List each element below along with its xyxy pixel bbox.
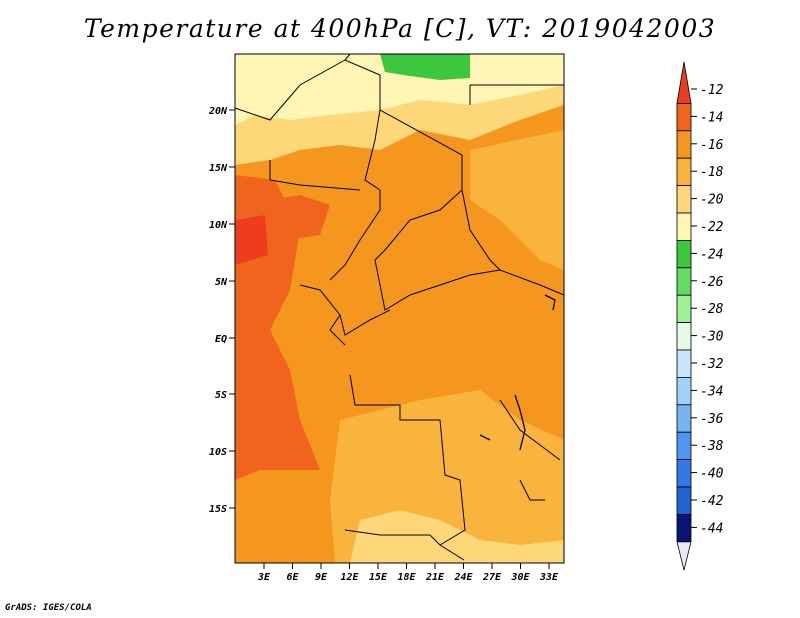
warm-patch-north-1 bbox=[270, 195, 330, 240]
colorbar-label: -26 bbox=[700, 275, 724, 290]
colorbar-label: -12 bbox=[700, 83, 724, 98]
lat-tick-label: 15S bbox=[209, 504, 227, 515]
colorbar-label: -30 bbox=[700, 330, 724, 345]
warm-patch-north-2 bbox=[235, 215, 268, 265]
lon-tick-label: 27E bbox=[482, 572, 502, 583]
colorbar-label: -38 bbox=[700, 439, 724, 454]
colorbar-label: -40 bbox=[700, 467, 724, 482]
temperature-field bbox=[235, 54, 564, 563]
colorbar-swatch bbox=[676, 130, 692, 159]
cold-patch-green bbox=[380, 54, 470, 80]
colorbar-label: -18 bbox=[700, 165, 724, 180]
colorbar-swatch bbox=[676, 376, 692, 406]
lon-tick-label: 6E bbox=[286, 572, 299, 583]
lat-tick-label: 5S bbox=[215, 390, 227, 401]
colorbar-label: -36 bbox=[700, 412, 724, 427]
colorbar-bottom-arrow bbox=[676, 541, 692, 571]
colorbar-swatch bbox=[676, 103, 692, 132]
colorbar-label: -34 bbox=[700, 384, 723, 399]
colorbar-label: -22 bbox=[700, 220, 724, 235]
lon-tick-label: 33E bbox=[539, 572, 559, 583]
colorbar-label: -44 bbox=[700, 521, 723, 536]
colorbar-label: -20 bbox=[700, 193, 724, 208]
colorbar-swatch bbox=[676, 349, 692, 378]
colorbar-swatch bbox=[676, 157, 692, 186]
lon-tick-label: 18E bbox=[397, 572, 416, 583]
lat-tick-label: 10N bbox=[209, 220, 228, 231]
lon-tick-label: 24E bbox=[453, 572, 473, 583]
lon-tick-label: 30E bbox=[510, 572, 530, 583]
lon-tick-label: 15E bbox=[369, 572, 388, 583]
country-borders bbox=[234, 53, 565, 561]
lakes bbox=[479, 294, 556, 451]
colorbar-swatch bbox=[676, 267, 692, 296]
lon-tick-label: 21E bbox=[425, 572, 445, 583]
colorbar-swatch bbox=[676, 185, 692, 214]
colorbar-label: -24 bbox=[700, 247, 723, 262]
latitude-axis: 20N 15N 10N 5N EQ 5S 10S 15S bbox=[208, 106, 235, 515]
colorbar-label: -16 bbox=[700, 138, 724, 153]
colorbar-swatch bbox=[676, 514, 692, 543]
cool-band-north-pale bbox=[235, 54, 564, 125]
lon-tick-label: 9E bbox=[315, 572, 328, 583]
colorbar-label: -32 bbox=[700, 357, 724, 372]
colorbar-swatch bbox=[676, 212, 692, 241]
lat-tick-label: EQ bbox=[215, 334, 227, 345]
colorbar-swatches bbox=[676, 61, 692, 571]
colorbar-swatch bbox=[676, 239, 692, 269]
map-title: Temperature at 400hPa [C], VT: 201904200… bbox=[83, 14, 717, 43]
cool-patch-east bbox=[470, 130, 564, 270]
colorbar-label: -42 bbox=[700, 494, 724, 509]
colorbar-label: -28 bbox=[700, 302, 724, 317]
pale-south-patch bbox=[350, 510, 564, 563]
map-frame bbox=[234, 53, 565, 564]
colorbar-labels: -12 -14 -16 -18 -20 -22 -24 -26 -28 -30 -32 -34 -36 -… bbox=[691, 83, 724, 536]
grads-credit: GrADS: IGES/COLA bbox=[5, 603, 92, 613]
colorbar-swatch bbox=[676, 431, 692, 461]
lat-tick-label: 15N bbox=[209, 163, 228, 174]
colorbar-swatch bbox=[676, 486, 692, 515]
colorbar-swatch bbox=[676, 404, 692, 433]
lon-tick-label: 12E bbox=[340, 572, 359, 583]
longitude-axis: 3E 6E 9E 12E 15E 18E 21E 24E 27E 30E 33E bbox=[257, 563, 559, 583]
colorbar-label: -14 bbox=[700, 110, 723, 125]
lat-tick-label: 5N bbox=[215, 277, 228, 288]
colorbar-swatch bbox=[676, 322, 692, 351]
colorbar-swatch bbox=[676, 294, 692, 324]
colorbar-top-arrow bbox=[676, 61, 692, 104]
colorbar-swatch bbox=[676, 459, 692, 488]
lon-tick-label: 3E bbox=[257, 572, 271, 583]
lat-tick-label: 20N bbox=[208, 106, 228, 117]
lat-tick-label: 10S bbox=[209, 447, 227, 458]
